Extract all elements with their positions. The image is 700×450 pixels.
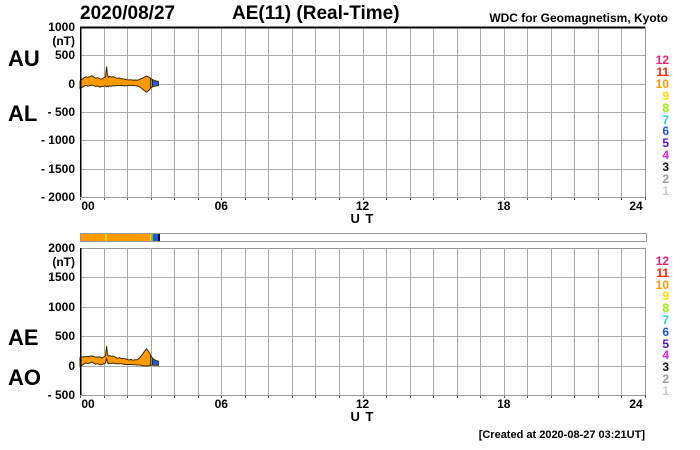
coverage-segment — [106, 234, 150, 241]
y-tick-label: 1500 — [48, 270, 75, 285]
y-tick-label: - 500 — [47, 388, 75, 402]
station-count-1: 1 — [662, 183, 669, 198]
coverage-segment — [81, 234, 106, 241]
x-tick-label: 12 — [355, 397, 370, 411]
auroral-index-band-segment — [152, 79, 159, 88]
station-count-12: 12 — [655, 53, 669, 67]
station-count-2: 2 — [662, 372, 669, 386]
station-count-8: 8 — [662, 100, 669, 115]
auroral-index-band-segment — [152, 357, 159, 366]
axis-unit-label: (nT) — [52, 255, 75, 269]
y-tick-label: 500 — [54, 329, 75, 344]
coverage-segment — [151, 234, 154, 241]
station-count-7: 7 — [662, 112, 669, 127]
x-tick-label: 24 — [629, 199, 643, 213]
station-count-10: 10 — [655, 76, 669, 91]
x-tick-label: 00 — [81, 199, 95, 213]
auroral-index-band-segment — [79, 345, 152, 368]
station-count-7: 7 — [662, 313, 669, 327]
chart-panel-au-al — [79, 26, 646, 200]
coverage-segment — [157, 234, 160, 241]
chart-panel-ae-ao — [79, 248, 646, 398]
data-coverage-bar — [80, 233, 647, 242]
credit-text: WDC for Geomagnetism, Kyoto — [489, 11, 668, 25]
plot-title: AE(11) (Real-Time) — [232, 3, 400, 24]
station-count-4: 4 — [662, 148, 669, 163]
station-count-4: 4 — [662, 348, 669, 363]
trace-label-au: AU — [8, 46, 40, 71]
plot-date: 2020/08/27 — [80, 3, 176, 24]
y-tick-label: 1000 — [48, 20, 75, 34]
station-count-8: 8 — [662, 301, 669, 316]
coverage-segment — [153, 234, 158, 241]
station-count-11: 11 — [656, 265, 669, 280]
station-count-6: 6 — [662, 324, 669, 339]
x-tick-label: 18 — [497, 397, 511, 411]
auroral-index-band-segment — [79, 66, 152, 93]
station-count-3: 3 — [662, 360, 669, 375]
x-axis-label: U T — [350, 211, 375, 226]
created-at-stamp: [Created at 2020-08-27 03:21UT] — [478, 429, 645, 441]
x-tick-label: 12 — [355, 199, 370, 213]
x-tick-label: 06 — [214, 397, 228, 411]
coverage-segment — [105, 234, 107, 241]
coverage-segment — [149, 234, 152, 241]
y-tick-label: - 500 — [47, 105, 75, 119]
trace-label-al: AL — [8, 101, 38, 126]
trace-label-ao: AO — [8, 365, 41, 390]
y-tick-label: - 2000 — [40, 190, 75, 204]
x-tick-label: 00 — [81, 397, 95, 411]
trace-label-ae: AE — [8, 325, 39, 350]
y-tick-label: 1000 — [48, 299, 75, 314]
station-count-1: 1 — [662, 383, 669, 398]
x-tick-label: 18 — [497, 199, 511, 213]
station-count-11: 11 — [656, 64, 669, 79]
station-count-6: 6 — [662, 124, 669, 139]
y-tick-label: 500 — [54, 48, 75, 63]
y-tick-label: - 1500 — [40, 161, 75, 176]
axis-unit-label: (nT) — [52, 34, 75, 48]
station-count-9: 9 — [662, 289, 669, 304]
y-tick-label: - 1000 — [40, 133, 75, 148]
y-tick-label: 0 — [68, 76, 75, 91]
station-count-9: 9 — [662, 88, 669, 103]
y-tick-label: 2000 — [48, 241, 75, 255]
x-tick-label: 06 — [214, 199, 228, 213]
x-tick-label: 24 — [629, 397, 643, 411]
y-tick-label: 0 — [68, 358, 75, 373]
station-count-5: 5 — [662, 136, 669, 151]
station-count-2: 2 — [662, 172, 669, 186]
station-count-5: 5 — [662, 336, 669, 351]
station-count-3: 3 — [662, 160, 669, 175]
x-axis-label: U T — [350, 409, 375, 424]
station-count-10: 10 — [655, 277, 669, 292]
station-count-12: 12 — [655, 254, 669, 268]
